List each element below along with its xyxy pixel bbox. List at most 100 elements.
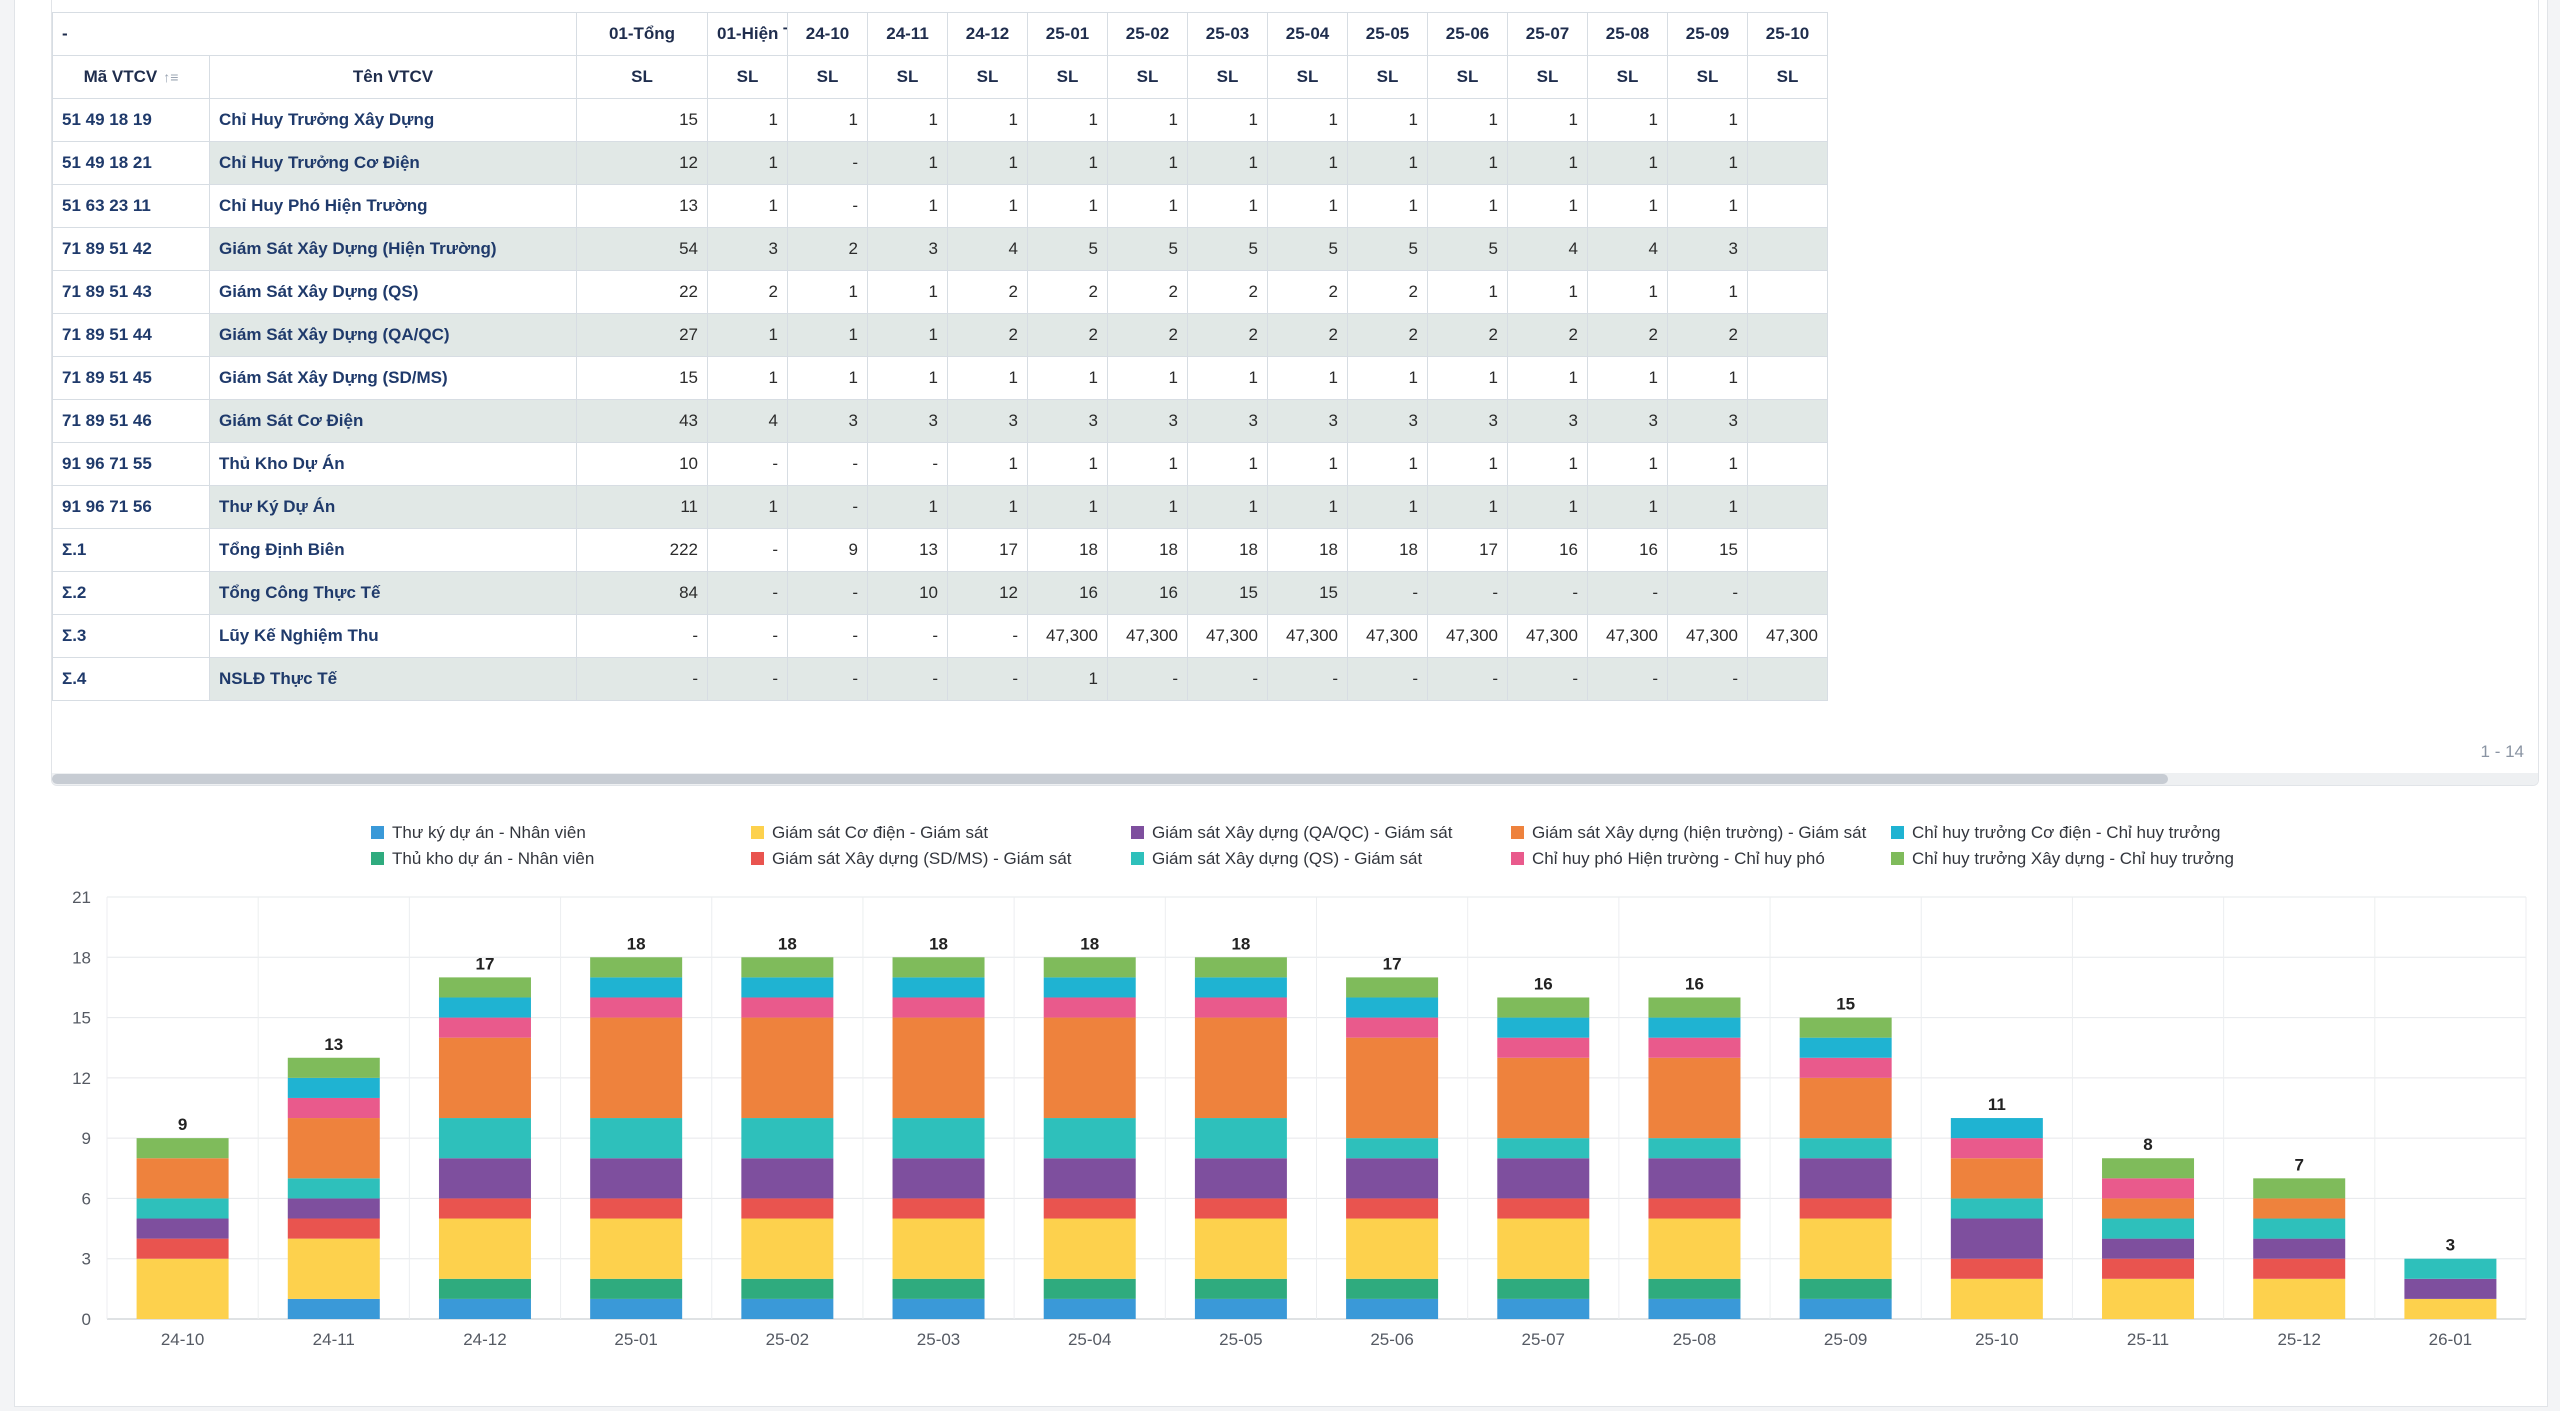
bar-segment[interactable] <box>1497 1158 1590 1199</box>
period-header-25-05[interactable]: 25-05 <box>1347 12 1429 56</box>
bar-segment[interactable] <box>287 1118 380 1179</box>
table-row[interactable]: 51 49 18 19 Chỉ Huy Trưởng Xây Dựng 15 1 1 1 1… <box>52 98 1829 142</box>
bar-segment[interactable] <box>892 1118 985 1159</box>
bar-segment[interactable] <box>1950 1218 2043 1259</box>
bar-segment[interactable] <box>1799 1298 1892 1319</box>
bar-segment[interactable] <box>438 1017 531 1038</box>
bar-segment[interactable] <box>1799 1057 1892 1078</box>
bar-segment[interactable] <box>438 1198 531 1219</box>
bar-segment[interactable] <box>2253 1258 2346 1279</box>
bar-segment[interactable] <box>1346 977 1439 998</box>
bar-segment[interactable] <box>136 1218 229 1239</box>
bar-segment[interactable] <box>2102 1158 2195 1179</box>
bar-segment[interactable] <box>438 1298 531 1319</box>
legend-item[interactable]: Giám sát Xây dựng (SD/MS) - Giám sát <box>751 849 1072 869</box>
bar-segment[interactable] <box>590 1118 683 1159</box>
bar-segment[interactable] <box>438 1118 531 1159</box>
bar-segment[interactable] <box>136 1138 229 1159</box>
period-header-25-02[interactable]: 25-02 <box>1107 12 1189 56</box>
table-row[interactable]: 71 89 51 46 Giám Sát Cơ Điện 43 4 3 3 3 3 3 3 3 3 3 3… <box>52 399 1829 443</box>
period-header-25-04[interactable]: 25-04 <box>1267 12 1349 56</box>
bar-segment[interactable] <box>590 957 683 978</box>
table-row[interactable]: 51 63 23 11 Chỉ Huy Phó Hiện Trường 13 1-1 1… <box>52 184 1829 228</box>
scrollbar-thumb[interactable] <box>52 774 2168 784</box>
bar-segment[interactable] <box>1043 977 1136 998</box>
period-header-01-Hiện Tại[interactable]: 01-Hiện Tại <box>707 12 789 56</box>
bar-segment[interactable] <box>136 1238 229 1259</box>
bar-segment[interactable] <box>741 957 834 978</box>
bar-segment[interactable] <box>2404 1278 2497 1299</box>
bar-segment[interactable] <box>1043 1118 1136 1159</box>
bar-segment[interactable] <box>590 1198 683 1219</box>
bar-segment[interactable] <box>2102 1198 2195 1219</box>
bar-segment[interactable] <box>1799 1158 1892 1199</box>
bar-segment[interactable] <box>1497 997 1590 1018</box>
bar-segment[interactable] <box>1648 1278 1741 1299</box>
bar-segment[interactable] <box>1497 1037 1590 1058</box>
bar-segment[interactable] <box>741 1017 834 1119</box>
legend-item[interactable]: Thủ kho dự án - Nhân viên <box>371 849 594 869</box>
bar-segment[interactable] <box>1043 1278 1136 1299</box>
bar-segment[interactable] <box>892 997 985 1018</box>
bar-segment[interactable] <box>438 1278 531 1299</box>
legend-item[interactable]: Giám sát Xây dựng (QS) - Giám sát <box>1131 849 1422 869</box>
bar-segment[interactable] <box>590 1158 683 1199</box>
table-row[interactable]: Σ.4 NSLĐ Thực Tế - - - - -1- - - - - - - - <box>52 657 1829 701</box>
bar-segment[interactable] <box>1799 1278 1892 1299</box>
table-row[interactable]: 91 96 71 55 Thủ Kho Dự Án 10- - -1 1 1 1 1 1 1 1 1 1 <box>52 442 1829 486</box>
bar-segment[interactable] <box>1648 1057 1741 1139</box>
bar-segment[interactable] <box>1346 1138 1439 1159</box>
period-header-25-08[interactable]: 25-08 <box>1587 12 1669 56</box>
bar-segment[interactable] <box>1043 997 1136 1018</box>
bar-segment[interactable] <box>741 1298 834 1319</box>
bar-segment[interactable] <box>1043 1298 1136 1319</box>
bar-segment[interactable] <box>590 1278 683 1299</box>
bar-segment[interactable] <box>1043 1218 1136 1279</box>
bar-segment[interactable] <box>1194 977 1287 998</box>
bar-segment[interactable] <box>2102 1178 2195 1199</box>
bar-segment[interactable] <box>590 1298 683 1319</box>
bar-segment[interactable] <box>1950 1278 2043 1319</box>
bar-segment[interactable] <box>741 1158 834 1199</box>
bar-segment[interactable] <box>1043 1198 1136 1219</box>
horizontal-scrollbar[interactable] <box>52 773 2538 785</box>
table-row[interactable]: 71 89 51 45 Giám Sát Xây Dựng (SD/MS) 15 1 1… <box>52 356 1829 400</box>
bar-segment[interactable] <box>1346 997 1439 1018</box>
bar-segment[interactable] <box>1043 1158 1136 1199</box>
table-row[interactable]: 91 96 71 56 Thư Ký Dự Án 11 1-1 1 1 1 1 1 1 1 1 1 1 <box>52 485 1829 529</box>
bar-segment[interactable] <box>1950 1198 2043 1219</box>
bar-segment[interactable] <box>2253 1198 2346 1219</box>
bar-segment[interactable] <box>1799 1218 1892 1279</box>
bar-segment[interactable] <box>1799 1037 1892 1058</box>
bar-segment[interactable] <box>1497 1198 1590 1219</box>
bar-segment[interactable] <box>1346 1017 1439 1038</box>
period-header-24-11[interactable]: 24-11 <box>867 12 949 56</box>
bar-segment[interactable] <box>2102 1218 2195 1239</box>
bar-segment[interactable] <box>1648 997 1741 1018</box>
bar-segment[interactable] <box>892 1278 985 1299</box>
bar-segment[interactable] <box>287 1097 380 1119</box>
table-row[interactable]: Σ.2 Tổng Công Thực Tế 84- -10 12 16 16 15 15- - - -… <box>52 571 1829 615</box>
bar-segment[interactable] <box>1648 1198 1741 1219</box>
bar-segment[interactable] <box>1346 1198 1439 1219</box>
bar-segment[interactable] <box>1950 1258 2043 1279</box>
bar-segment[interactable] <box>1194 957 1287 978</box>
bar-segment[interactable] <box>1799 1077 1892 1139</box>
bar-segment[interactable] <box>2102 1258 2195 1279</box>
bar-segment[interactable] <box>741 977 834 998</box>
bar-segment[interactable] <box>1648 1298 1741 1319</box>
legend-item[interactable]: Giám sát Xây dựng (QA/QC) - Giám sát <box>1131 823 1452 843</box>
bar-segment[interactable] <box>1194 1017 1287 1119</box>
bar-segment[interactable] <box>892 1198 985 1219</box>
bar-segment[interactable] <box>1043 1017 1136 1119</box>
bar-segment[interactable] <box>136 1158 229 1199</box>
legend-item[interactable]: Chỉ huy trưởng Xây dựng - Chỉ huy trưởng <box>1891 849 2234 869</box>
bar-segment[interactable] <box>1950 1118 2043 1139</box>
legend-item[interactable]: Giám sát Xây dựng (hiện trường) - Giám s… <box>1511 823 1866 843</box>
bar-segment[interactable] <box>2253 1178 2346 1199</box>
bar-segment[interactable] <box>1950 1138 2043 1159</box>
bar-segment[interactable] <box>1497 1138 1590 1159</box>
bar-segment[interactable] <box>2102 1238 2195 1259</box>
bar-segment[interactable] <box>1194 1218 1287 1279</box>
bar-segment[interactable] <box>2404 1258 2497 1279</box>
